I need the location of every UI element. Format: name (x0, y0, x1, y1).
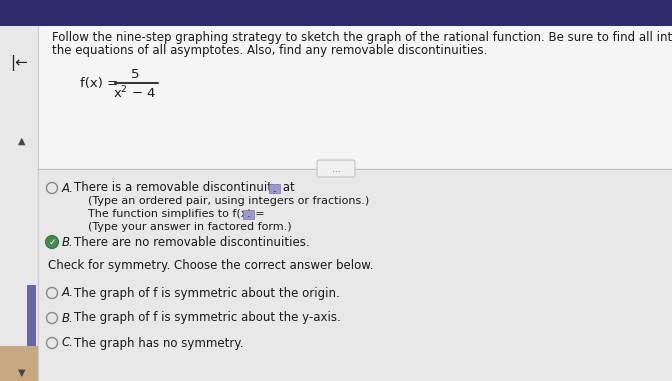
Text: The graph of f is symmetric about the y-axis.: The graph of f is symmetric about the y-… (74, 312, 341, 325)
Text: A.: A. (62, 287, 74, 299)
Text: the equations of all asymptotes. Also, find any removable discontinuities.: the equations of all asymptotes. Also, f… (52, 44, 487, 57)
Text: .: . (247, 209, 250, 219)
Text: .: . (273, 181, 276, 194)
FancyBboxPatch shape (0, 346, 38, 381)
Text: A.: A. (62, 181, 74, 194)
Text: 5: 5 (131, 67, 139, 80)
Text: ✓: ✓ (48, 237, 56, 247)
Text: B.: B. (62, 235, 74, 248)
FancyBboxPatch shape (317, 160, 355, 177)
FancyBboxPatch shape (0, 26, 672, 381)
Text: x$^2$ $-$ 4: x$^2$ $-$ 4 (114, 85, 157, 101)
FancyBboxPatch shape (0, 26, 38, 381)
Text: There are no removable discontinuities.: There are no removable discontinuities. (74, 235, 310, 248)
Text: Follow the nine-step graphing strategy to sketch the graph of the rational funct: Follow the nine-step graphing strategy t… (52, 31, 672, 44)
FancyBboxPatch shape (0, 0, 672, 26)
Text: C.: C. (62, 336, 74, 349)
Text: The function simplifies to f(x) =: The function simplifies to f(x) = (88, 209, 268, 219)
Text: The graph of f is symmetric about the origin.: The graph of f is symmetric about the or… (74, 287, 340, 299)
Text: The graph has no symmetry.: The graph has no symmetry. (74, 336, 243, 349)
Circle shape (46, 235, 58, 248)
Text: ▼: ▼ (18, 368, 26, 378)
FancyBboxPatch shape (38, 26, 672, 171)
FancyBboxPatch shape (38, 171, 672, 381)
Text: There is a removable discontinuity at: There is a removable discontinuity at (74, 181, 295, 194)
Text: B.: B. (62, 312, 74, 325)
Text: (Type an ordered pair, using integers or fractions.): (Type an ordered pair, using integers or… (88, 196, 369, 206)
Text: f(x) =: f(x) = (80, 77, 118, 90)
FancyBboxPatch shape (243, 210, 254, 219)
FancyBboxPatch shape (269, 184, 280, 193)
Text: ...: ... (332, 165, 340, 173)
Text: (Type your answer in factored form.): (Type your answer in factored form.) (88, 222, 292, 232)
Text: Check for symmetry. Choose the correct answer below.: Check for symmetry. Choose the correct a… (48, 259, 374, 272)
Text: ▲: ▲ (18, 136, 26, 146)
Text: |←: |← (10, 55, 28, 71)
FancyBboxPatch shape (27, 285, 36, 352)
